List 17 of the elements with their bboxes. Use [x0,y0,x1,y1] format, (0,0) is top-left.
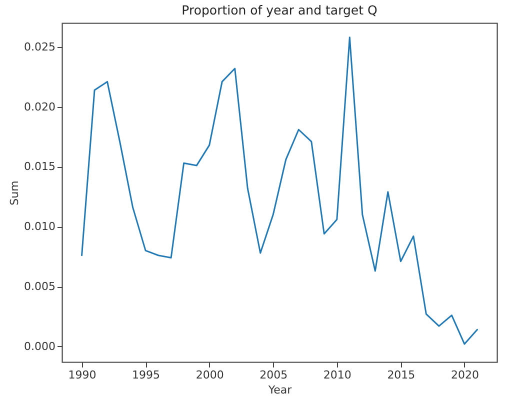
x-tick-label: 2010 [323,368,352,382]
x-tick-label: 2015 [387,368,416,382]
y-axis-title: Sum [8,180,22,206]
line-series [81,36,478,345]
y-tick-label: 0.000 [24,340,56,353]
y-tick-label: 0.025 [24,40,56,54]
x-tick-label: 1995 [132,368,160,382]
y-tick-label: 0.020 [24,100,56,114]
chart-title: Proportion of year and target Q [182,2,378,18]
y-tick-label: 0.005 [24,280,56,294]
x-tick-label: 2000 [196,368,224,382]
y-tick-label: 0.015 [24,160,56,174]
x-tick-label: 1990 [68,368,96,382]
x-axis-title: Year [267,384,292,396]
x-tick-label: 2020 [450,368,479,382]
x-tick-label: 2005 [260,368,288,382]
y-tick-label: 0.010 [24,220,56,234]
